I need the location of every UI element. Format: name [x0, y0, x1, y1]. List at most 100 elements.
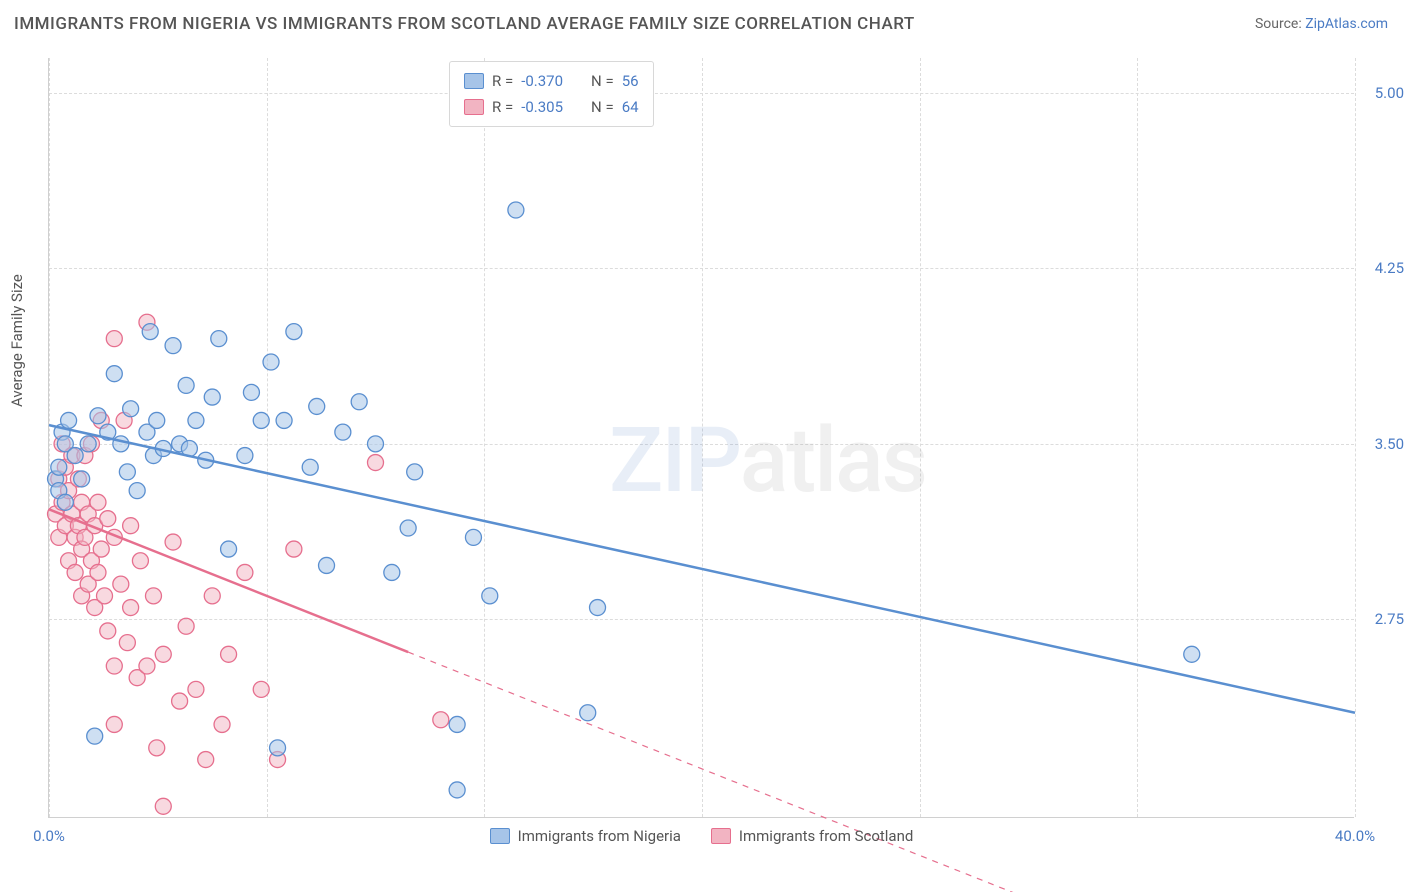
scatter-point — [51, 459, 67, 475]
source-prefix: Source: — [1255, 16, 1305, 32]
scatter-point — [90, 494, 106, 510]
stats-row-nigeria: R = -0.370 N = 56 — [464, 68, 639, 94]
scatter-point — [145, 588, 161, 604]
scatter-point — [139, 658, 155, 674]
scatter-point — [106, 366, 122, 382]
scatter-point — [87, 728, 103, 744]
scatter-point — [100, 623, 116, 639]
n-value-scotland: 64 — [622, 94, 639, 120]
scatter-point — [106, 716, 122, 732]
scatter-point — [286, 324, 302, 340]
scatter-point — [113, 576, 129, 592]
scatter-point — [106, 658, 122, 674]
scatter-point — [188, 681, 204, 697]
chart-plot-area: Average Family Size 2.753.504.255.000.0%… — [48, 58, 1354, 818]
scatter-point — [286, 541, 302, 557]
scatter-point — [57, 494, 73, 510]
scatter-point — [351, 394, 367, 410]
scatter-svg — [49, 58, 1354, 817]
r-value-nigeria: -0.370 — [521, 68, 563, 94]
scatter-point — [214, 716, 230, 732]
scatter-point — [319, 557, 335, 573]
chart-title: IMMIGRANTS FROM NIGERIA VS IMMIGRANTS FR… — [14, 14, 915, 34]
scatter-point — [61, 412, 77, 428]
scatter-point — [1184, 646, 1200, 662]
scatter-point — [407, 464, 423, 480]
n-label: N = — [591, 68, 614, 94]
scatter-point — [243, 384, 259, 400]
scatter-point — [90, 564, 106, 580]
scatter-point — [165, 534, 181, 550]
scatter-point — [129, 483, 145, 499]
r-label: R = — [492, 68, 513, 94]
scatter-point — [123, 600, 139, 616]
scatter-point — [253, 412, 269, 428]
scatter-point — [119, 635, 135, 651]
scatter-point — [263, 354, 279, 370]
scatter-point — [237, 448, 253, 464]
scatter-point — [221, 646, 237, 662]
scatter-point — [155, 798, 171, 814]
scatter-point — [449, 782, 465, 798]
scatter-point — [93, 541, 109, 557]
scatter-point — [80, 436, 96, 452]
r-label: R = — [492, 94, 513, 120]
n-value-nigeria: 56 — [622, 68, 639, 94]
scatter-point — [198, 752, 214, 768]
y-tick-label: 4.25 — [1375, 259, 1404, 277]
scatter-point — [580, 705, 596, 721]
scatter-point — [368, 455, 384, 471]
scatter-point — [172, 693, 188, 709]
trend-line-extrapolated — [408, 652, 1355, 892]
scatter-point — [123, 401, 139, 417]
legend-swatch-nigeria — [490, 828, 510, 844]
scatter-point — [270, 740, 286, 756]
scatter-point — [188, 412, 204, 428]
source-link[interactable]: ZipAtlas.com — [1305, 16, 1388, 32]
legend: Immigrants from Nigeria Immigrants from … — [49, 827, 1354, 845]
scatter-point — [100, 511, 116, 527]
scatter-point — [449, 716, 465, 732]
scatter-point — [204, 389, 220, 405]
scatter-point — [74, 471, 90, 487]
legend-label-nigeria: Immigrants from Nigeria — [518, 827, 681, 845]
scatter-point — [178, 618, 194, 634]
correlation-stats-box: R = -0.370 N = 56 R = -0.305 N = 64 — [449, 61, 654, 127]
swatch-scotland — [464, 99, 484, 115]
scatter-point — [67, 564, 83, 580]
scatter-point — [113, 436, 129, 452]
scatter-point — [106, 331, 122, 347]
scatter-point — [465, 529, 481, 545]
scatter-point — [384, 564, 400, 580]
scatter-point — [67, 448, 83, 464]
scatter-point — [590, 600, 606, 616]
y-axis-label: Average Family Size — [8, 274, 26, 407]
scatter-point — [204, 588, 220, 604]
y-tick-label: 2.75 — [1375, 610, 1404, 628]
scatter-point — [132, 553, 148, 569]
scatter-point — [237, 564, 253, 580]
scatter-point — [123, 518, 139, 534]
scatter-point — [149, 412, 165, 428]
scatter-point — [276, 412, 292, 428]
scatter-point — [508, 202, 524, 218]
scatter-point — [97, 588, 113, 604]
legend-item-scotland: Immigrants from Scotland — [711, 827, 913, 845]
scatter-point — [178, 377, 194, 393]
r-value-scotland: -0.305 — [521, 94, 563, 120]
scatter-point — [90, 408, 106, 424]
scatter-point — [211, 331, 227, 347]
scatter-point — [149, 740, 165, 756]
n-label: N = — [591, 94, 614, 120]
scatter-point — [165, 338, 181, 354]
scatter-point — [302, 459, 318, 475]
scatter-point — [368, 436, 384, 452]
legend-label-scotland: Immigrants from Scotland — [739, 827, 913, 845]
swatch-nigeria — [464, 73, 484, 89]
scatter-point — [482, 588, 498, 604]
scatter-point — [119, 464, 135, 480]
scatter-point — [309, 398, 325, 414]
scatter-point — [221, 541, 237, 557]
scatter-point — [400, 520, 416, 536]
scatter-point — [253, 681, 269, 697]
